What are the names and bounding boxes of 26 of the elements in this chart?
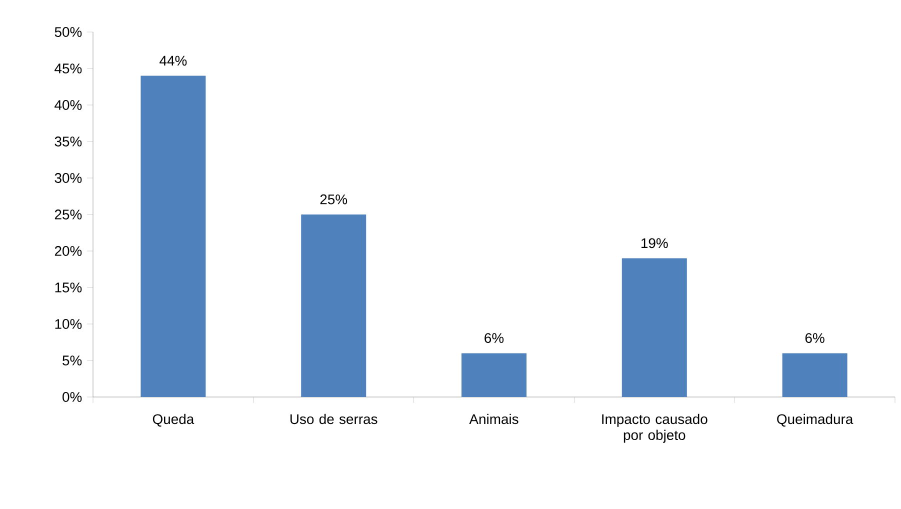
y-tick-label: 35% <box>54 136 82 146</box>
data-label: 6% <box>805 333 824 344</box>
x-tick-label: Uso de serras <box>290 414 378 424</box>
y-tick-label: 45% <box>54 64 82 74</box>
bar <box>462 353 527 397</box>
y-tick-label: 5% <box>62 356 82 366</box>
y-tick-label: 30% <box>54 173 82 183</box>
data-label: 44% <box>160 56 187 66</box>
bar <box>140 76 206 397</box>
data-label: 6% <box>484 333 504 344</box>
y-tick-label: 25% <box>54 210 82 220</box>
y-tick-label: 15% <box>55 282 82 292</box>
y-tick-label: 50% <box>54 27 82 37</box>
x-tick-label: Queda <box>152 414 194 427</box>
y-tick-label: 40% <box>54 100 82 110</box>
data-label: 19% <box>642 238 668 248</box>
x-tick-label: Queimadura <box>777 414 854 427</box>
bar <box>301 214 366 397</box>
y-tick-label: 0% <box>62 392 82 402</box>
x-tick-label: Impacto causado por objeto <box>602 414 708 443</box>
x-tick-label: Animais <box>469 414 518 424</box>
y-tick-label: 10% <box>55 319 82 329</box>
bar <box>622 258 687 397</box>
data-label: 25% <box>320 194 348 204</box>
bar <box>782 353 848 397</box>
y-tick-label: 20% <box>54 246 82 256</box>
